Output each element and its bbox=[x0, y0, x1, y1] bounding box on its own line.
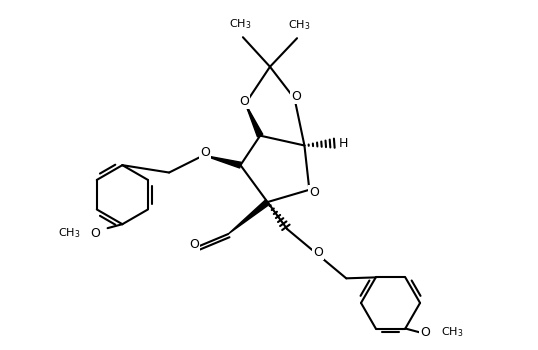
Text: CH$_3$: CH$_3$ bbox=[58, 226, 81, 240]
Text: O: O bbox=[200, 146, 210, 159]
Text: CH$_3$: CH$_3$ bbox=[288, 19, 311, 32]
Text: O: O bbox=[291, 90, 301, 103]
Text: O: O bbox=[309, 186, 319, 199]
Text: O: O bbox=[420, 326, 430, 339]
Text: O: O bbox=[189, 238, 199, 251]
Polygon shape bbox=[203, 155, 241, 168]
Polygon shape bbox=[245, 104, 263, 137]
Polygon shape bbox=[228, 200, 270, 234]
Text: CH$_3$: CH$_3$ bbox=[441, 326, 463, 340]
Text: O: O bbox=[90, 226, 100, 239]
Text: O: O bbox=[239, 95, 249, 108]
Text: O: O bbox=[313, 246, 323, 259]
Text: CH$_3$: CH$_3$ bbox=[229, 18, 252, 31]
Text: H: H bbox=[339, 136, 348, 149]
